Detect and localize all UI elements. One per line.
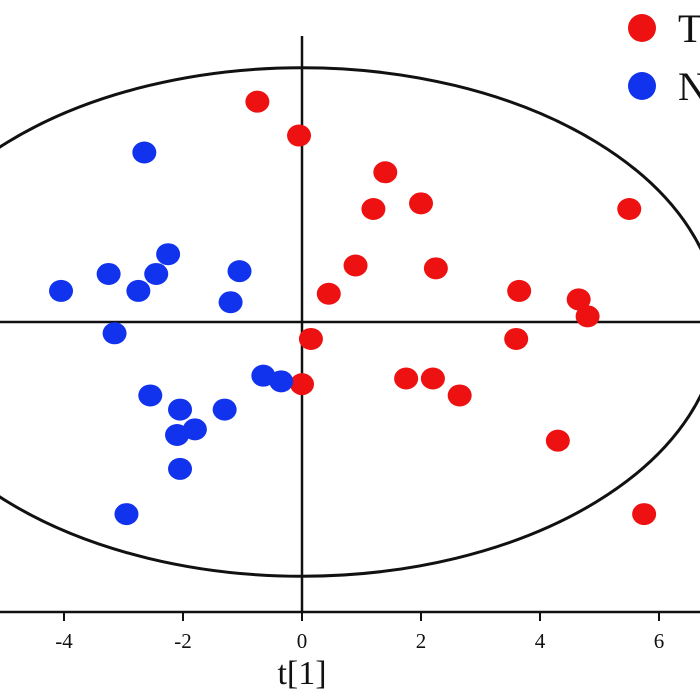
legend-marker-n [628,72,656,100]
x-tick-label: 0 [297,629,308,653]
data-point-t [632,503,657,526]
x-tick-label: 4 [535,629,546,653]
data-point-n [96,262,121,285]
data-point-t [447,384,472,407]
data-point-n [168,398,193,421]
data-point-t [617,198,642,220]
data-point-t [287,124,312,147]
x-tick-label: 6 [654,629,665,653]
data-point-n [126,279,151,302]
data-point-t [394,367,419,390]
data-point-n [114,503,139,526]
data-point-n [144,262,169,285]
data-point-n [102,322,127,345]
data-point-n [138,384,163,407]
data-point-t [420,367,445,390]
data-point-n [132,141,157,164]
data-point-n [269,370,294,393]
data-point-n [165,424,190,446]
data-point-t [423,257,448,280]
data-point-t [575,305,600,328]
data-point-n [227,260,252,283]
legend-label-n: N [678,64,700,109]
data-point-t [409,192,433,215]
data-point-t [343,254,368,277]
x-tick-label: -4 [55,629,73,653]
data-point-t [566,288,591,311]
data-point-t [504,327,529,350]
data-point-n [212,398,237,421]
data-point-n [218,291,243,314]
data-point-n [168,457,193,480]
data-point-t [316,282,341,305]
data-point-t [298,327,323,350]
data-point-t [507,279,532,302]
legend-label-t: T [678,6,700,51]
x-tick-label: -2 [174,629,192,653]
legend-marker-t [628,14,656,42]
x-axis-title: t[1] [277,655,326,692]
x-tick-label: 2 [416,629,427,653]
data-point-n [156,243,181,266]
data-point-n [49,279,74,302]
data-point-t [373,161,398,184]
data-point-t [290,373,314,396]
data-point-t [545,429,570,452]
data-point-t [245,90,270,113]
data-point-t [361,198,386,220]
